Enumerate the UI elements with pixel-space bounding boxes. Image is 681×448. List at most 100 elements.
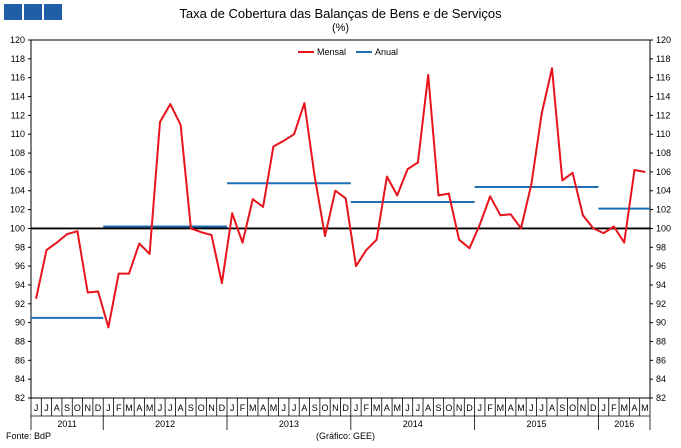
- month-label: J: [168, 403, 173, 413]
- mensal-point: [55, 241, 58, 244]
- month-label: F: [240, 403, 246, 413]
- chart-title: Taxa de Cobertura das Balanças de Bens e…: [179, 6, 502, 21]
- month-label: N: [580, 403, 587, 413]
- header-square: [4, 4, 22, 20]
- mensal-point: [561, 179, 564, 182]
- y-tick-label-right: 90: [656, 318, 666, 328]
- header-square: [24, 4, 42, 20]
- month-label: O: [322, 403, 329, 413]
- mensal-point: [148, 252, 151, 255]
- y-tick-label-right: 106: [656, 167, 671, 177]
- mensal-point: [396, 194, 399, 197]
- mensal-point: [406, 168, 409, 170]
- mensal-point: [447, 192, 450, 195]
- mensal-point: [251, 198, 254, 201]
- mensal-point: [272, 145, 275, 148]
- mensal-point: [241, 241, 244, 244]
- y-tick-label-right: 84: [656, 374, 666, 384]
- y-tick-label-right: 120: [656, 35, 671, 45]
- y-tick-label-left: 94: [15, 280, 25, 290]
- mensal-point: [478, 223, 481, 226]
- y-tick-label-left: 102: [10, 205, 25, 215]
- month-label: S: [436, 403, 442, 413]
- mensal-point: [117, 272, 120, 275]
- month-label: A: [178, 403, 184, 413]
- month-label: D: [342, 403, 349, 413]
- month-label: J: [44, 403, 49, 413]
- y-tick-label-right: 86: [656, 355, 666, 365]
- month-label: S: [188, 403, 194, 413]
- mensal-point: [220, 282, 223, 284]
- mensal-point: [468, 247, 471, 250]
- y-tick-label-right: 88: [656, 336, 666, 346]
- month-label: O: [198, 403, 205, 413]
- y-tick-label-right: 96: [656, 261, 666, 271]
- month-label: N: [208, 403, 215, 413]
- mensal-point: [45, 249, 48, 251]
- y-tick-label-left: 84: [15, 374, 25, 384]
- month-label: S: [559, 403, 565, 413]
- y-tick-label-left: 100: [10, 223, 25, 233]
- month-label: A: [549, 403, 555, 413]
- y-tick-label-left: 92: [15, 299, 25, 309]
- month-label: J: [539, 403, 544, 413]
- month-label: J: [106, 403, 111, 413]
- month-label: F: [364, 403, 370, 413]
- month-label: O: [445, 403, 452, 413]
- mensal-point: [602, 232, 605, 235]
- y-tick-label-left: 112: [11, 110, 25, 120]
- mensal-point: [344, 197, 347, 200]
- month-label: S: [312, 403, 318, 413]
- month-label: M: [249, 403, 257, 413]
- y-tick-label-left: 106: [10, 167, 25, 177]
- y-tick-label-right: 116: [656, 73, 670, 83]
- mensal-point: [582, 214, 584, 217]
- month-label: S: [64, 403, 70, 413]
- year-label: 2012: [155, 419, 175, 429]
- y-tick-label-right: 110: [656, 129, 670, 139]
- mensal-point: [489, 195, 491, 198]
- month-label: J: [354, 403, 359, 413]
- y-tick-label-left: 104: [10, 186, 25, 196]
- month-label: F: [487, 403, 493, 413]
- mensal-point: [128, 272, 130, 275]
- y-tick-label-left: 110: [11, 129, 25, 139]
- y-tick-label-left: 96: [15, 261, 25, 271]
- month-label: A: [260, 403, 266, 413]
- month-label: A: [508, 403, 514, 413]
- mensal-point: [612, 225, 615, 228]
- mensal-point: [633, 169, 636, 171]
- month-label: A: [54, 403, 60, 413]
- mensal-point: [86, 291, 89, 294]
- year-label: 2011: [57, 419, 76, 429]
- month-label: M: [393, 403, 401, 413]
- month-label: D: [95, 403, 102, 413]
- mensal-point: [520, 227, 522, 230]
- mensal-point: [262, 205, 265, 208]
- mensal-point: [200, 231, 203, 234]
- mensal-point: [76, 230, 79, 233]
- y-tick-label-right: 102: [656, 205, 671, 215]
- y-tick-label-left: 90: [15, 318, 25, 328]
- mensal-point: [159, 121, 161, 123]
- y-tick-label-left: 98: [15, 242, 25, 252]
- y-tick-label-right: 82: [656, 393, 666, 403]
- mensal-point: [375, 238, 378, 241]
- month-label: A: [632, 403, 638, 413]
- plot-frame: [30, 39, 651, 399]
- month-label: J: [478, 403, 483, 413]
- month-label: D: [590, 403, 597, 413]
- y-tick-label-left: 82: [15, 393, 25, 403]
- mensal-point: [303, 102, 306, 105]
- month-label: M: [125, 403, 133, 413]
- month-label: J: [601, 403, 606, 413]
- month-label: M: [497, 403, 505, 413]
- mensal-point: [293, 133, 295, 136]
- month-label: O: [74, 403, 81, 413]
- mensal-point: [499, 214, 502, 217]
- month-label: J: [34, 403, 39, 413]
- month-label: A: [136, 403, 142, 413]
- mensal-point: [313, 175, 316, 178]
- mensal-point: [592, 227, 595, 230]
- month-label: D: [466, 403, 473, 413]
